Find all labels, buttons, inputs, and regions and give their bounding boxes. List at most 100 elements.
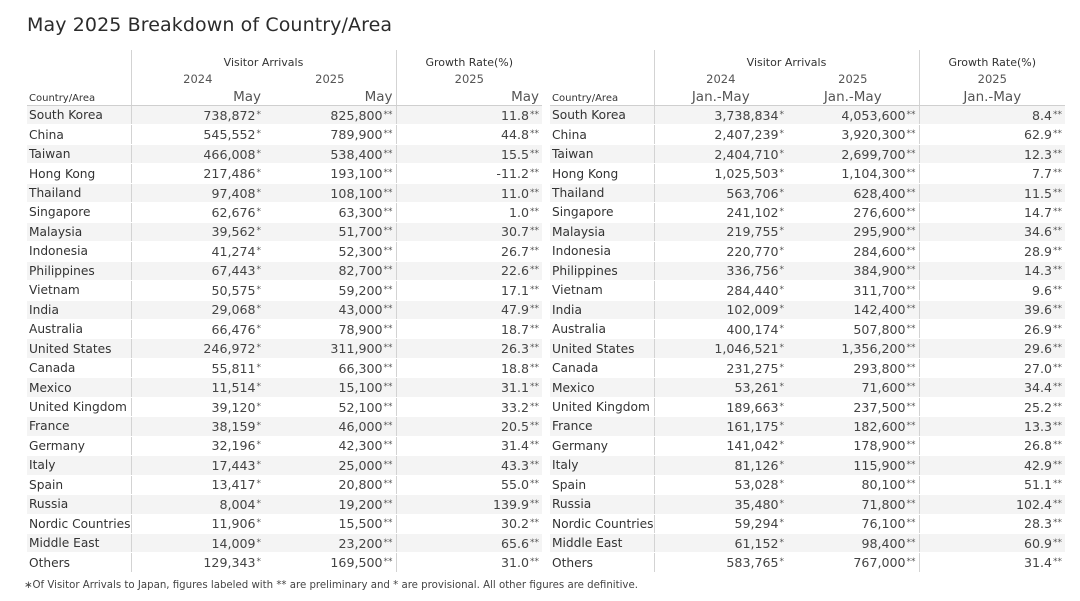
figure-status-mark: ** — [383, 479, 393, 490]
value: 60.9 — [1023, 535, 1053, 551]
figure-status-mark: ** — [383, 362, 393, 373]
country-cell: Thailand — [27, 183, 132, 204]
country-cell: Philippines — [550, 261, 655, 282]
figure-status-mark: ** — [383, 129, 393, 140]
arrivals-2025-cell: 71,800** — [787, 494, 920, 515]
figure-status-mark: * — [256, 206, 262, 217]
period-header: Jan.-May — [918, 86, 1066, 106]
figure-status-mark: ** — [530, 284, 540, 295]
figure-status-mark: * — [779, 265, 785, 276]
figure-status-mark: * — [779, 304, 785, 315]
value: 336,756 — [726, 263, 779, 279]
country-cell: France — [550, 416, 655, 437]
figure-status-mark: ** — [906, 265, 916, 276]
value: 67,443 — [211, 263, 256, 279]
value: 15,100 — [338, 380, 383, 396]
arrivals-2025-cell: 1,104,300** — [787, 163, 920, 184]
value: 34.4 — [1023, 380, 1053, 396]
value: 15.5 — [500, 146, 530, 162]
figure-status-mark: ** — [530, 187, 540, 198]
arrivals-2025-cell: 115,900** — [787, 455, 920, 476]
arrivals-2025-cell: 76,100** — [787, 514, 920, 534]
country-cell: Mexico — [27, 377, 132, 398]
growth-rate-cell: 26.8** — [918, 436, 1066, 457]
figure-status-mark: ** — [906, 187, 916, 198]
table-row: Italy 17,443* 25,000** 43.3** — [27, 455, 543, 476]
value: 62.9 — [1023, 127, 1053, 143]
country-cell: Vietnam — [27, 280, 132, 301]
figure-status-mark: ** — [906, 401, 916, 412]
value: 507,800 — [853, 321, 906, 337]
value: 19,200 — [338, 496, 383, 512]
country-cell: Indonesia — [27, 241, 132, 262]
figure-status-mark: * — [256, 498, 262, 509]
figure-status-mark: ** — [383, 382, 393, 393]
country-cell: Nordic Countries — [27, 514, 132, 534]
figure-status-mark: ** — [906, 362, 916, 373]
arrivals-2025-cell: 182,600** — [787, 416, 920, 437]
country-cell: Singapore — [550, 202, 655, 223]
figure-status-mark: ** — [1053, 518, 1063, 529]
figure-status-mark: ** — [530, 129, 540, 140]
growth-rate-cell: 25.2** — [918, 397, 1066, 418]
arrivals-2024-cell: 8,004* — [130, 494, 265, 515]
country-cell: Taiwan — [27, 144, 132, 165]
value: 11,906 — [211, 516, 256, 532]
figure-status-mark: * — [779, 206, 785, 217]
arrivals-2025-cell: 3,920,300** — [787, 124, 920, 145]
country-cell: Taiwan — [550, 144, 655, 165]
figure-status-mark: ** — [906, 518, 916, 529]
arrivals-2025-cell: 1,356,200** — [787, 338, 920, 359]
growth-rate-cell: 27.0** — [918, 358, 1066, 379]
value: 161,175 — [726, 418, 779, 434]
value: 25.2 — [1023, 399, 1053, 415]
table-row: Germany 32,196* 42,300** 31.4** — [27, 436, 543, 457]
country-cell: Middle East — [27, 533, 132, 554]
arrivals-2024-cell: 1,025,503* — [653, 163, 788, 184]
country-cell: Hong Kong — [550, 163, 655, 184]
value: 311,900 — [330, 341, 383, 357]
country-cell: Italy — [27, 455, 132, 476]
growth-rate-cell: 62.9** — [918, 124, 1066, 145]
arrivals-2025-cell: 82,700** — [264, 261, 397, 282]
growth-rate-cell: 102.4** — [918, 494, 1066, 515]
figure-status-mark: ** — [530, 362, 540, 373]
value: 142,400 — [853, 302, 906, 318]
arrivals-2025-cell: 295,900** — [787, 222, 920, 243]
growth-rate-cell: 31.0** — [395, 552, 543, 573]
figure-status-mark: * — [779, 109, 785, 120]
value: 39.6 — [1023, 302, 1053, 318]
arrivals-2025-cell: 178,900** — [787, 436, 920, 457]
figure-status-mark: ** — [1053, 537, 1063, 548]
value: 78,900 — [338, 321, 383, 337]
figure-status-mark: * — [256, 304, 262, 315]
arrivals-2024-cell: 219,755* — [653, 222, 788, 243]
value: 13.3 — [1023, 418, 1053, 434]
group-header-growth: Growth Rate(%) — [918, 50, 1066, 69]
figure-status-mark: ** — [383, 557, 393, 568]
growth-rate-cell: 34.4** — [918, 377, 1066, 398]
figure-status-mark: ** — [1053, 304, 1063, 315]
table-row: Taiwan 2,404,710* 2,699,700** 12.3** — [550, 144, 1066, 165]
arrivals-2024-cell: 35,480* — [653, 494, 788, 515]
value: 52,100 — [338, 399, 383, 415]
arrivals-2025-cell: 51,700** — [264, 222, 397, 243]
figure-status-mark: * — [779, 187, 785, 198]
figure-status-mark: * — [779, 284, 785, 295]
figure-status-mark: ** — [530, 206, 540, 217]
figure-status-mark: ** — [906, 557, 916, 568]
value: 30.2 — [500, 516, 530, 532]
figure-status-mark: ** — [383, 498, 393, 509]
value: 47.9 — [500, 302, 530, 318]
arrivals-2024-cell: 129,343* — [130, 552, 265, 573]
table-row: Indonesia 41,274* 52,300** 26.7** — [27, 241, 543, 262]
value: 738,872 — [203, 107, 256, 123]
figure-status-mark: ** — [906, 479, 916, 490]
table-row: China 2,407,239* 3,920,300** 62.9** — [550, 124, 1066, 145]
growth-rate-cell: 26.9** — [918, 319, 1066, 340]
figure-status-mark: ** — [383, 109, 393, 120]
table-row: India 102,009* 142,400** 39.6** — [550, 300, 1066, 320]
country-cell: France — [27, 416, 132, 437]
value: 98,400 — [861, 535, 906, 551]
figure-status-mark: ** — [906, 537, 916, 548]
